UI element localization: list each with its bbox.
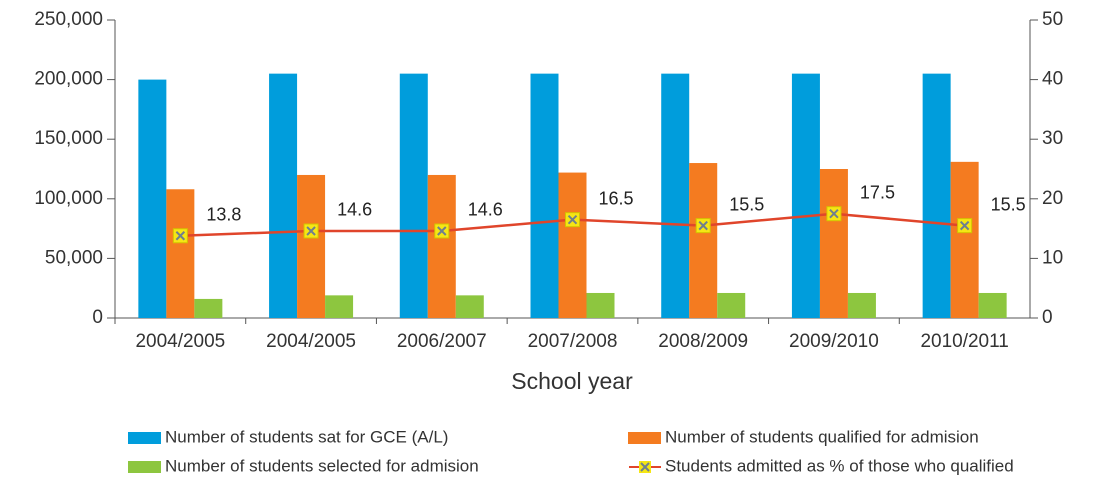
data-label: 13.8 [206,205,241,225]
y2-tick-label: 10 [1042,247,1063,268]
data-label: 15.5 [729,194,764,214]
marker-cross [306,226,316,236]
marker-cross [175,231,186,241]
y-tick-label: 150,000 [34,128,103,149]
y-tick-label: 0 [92,307,103,328]
legend-label: Number of students selected for admision [165,456,479,475]
legend-swatch [128,461,161,473]
marker-cross [959,220,970,231]
y2-tick-label: 30 [1042,128,1063,149]
bar [455,295,484,318]
y2-tick-label: 20 [1042,188,1063,209]
legend-swatch [128,432,161,444]
marker-cross [437,226,447,236]
bar [819,169,848,318]
x-tick-label: 2006/2007 [397,331,487,352]
bar [530,73,559,318]
x-tick-label: 2004/2005 [266,331,356,352]
x-tick-label: 2008/2009 [658,331,748,352]
bar [661,73,690,318]
bar [978,292,1007,318]
bar [427,174,456,318]
legend-cross [640,462,650,472]
x-tick-label: 2004/2005 [135,331,225,352]
x-tick-label: 2007/2008 [528,331,618,352]
x-tick-label: 2009/2010 [789,331,879,352]
bar [325,295,354,318]
x-tick-label: 2010/2011 [920,331,1008,352]
data-label: 16.5 [599,188,634,208]
marker-cross [567,214,578,225]
legend-label: Number of students sat for GCE (A/L) [165,427,448,446]
x-axis-title: School year [511,368,633,394]
y-tick-label: 250,000 [34,9,103,30]
bar [194,298,223,318]
y-tick-label: 200,000 [34,69,103,90]
y2-tick-label: 0 [1042,307,1053,328]
bar [558,172,587,318]
bar [138,79,167,318]
legend-swatch [628,432,661,444]
bar [689,163,718,318]
marker-cross [829,208,839,219]
data-label: 15.5 [991,194,1026,214]
y2-tick-label: 40 [1042,69,1063,90]
data-label: 14.6 [468,200,503,220]
bar [399,73,428,318]
bar [269,73,298,318]
legend-label: Students admitted as % of those who qual… [665,456,1014,475]
bar [847,292,876,318]
y-tick-label: 100,000 [34,188,103,209]
legend-label: Number of students qualified for admisio… [665,427,979,446]
marker-cross [698,220,708,231]
bar [791,73,820,318]
y2-tick-label: 50 [1042,9,1063,30]
data-label: 14.6 [337,200,372,220]
bar [586,292,615,318]
y-tick-label: 50,000 [45,247,103,268]
bar [166,189,195,318]
bar [717,292,746,318]
bar [950,161,979,318]
bar [922,73,951,318]
data-label: 17.5 [860,182,895,202]
bar [297,174,326,318]
